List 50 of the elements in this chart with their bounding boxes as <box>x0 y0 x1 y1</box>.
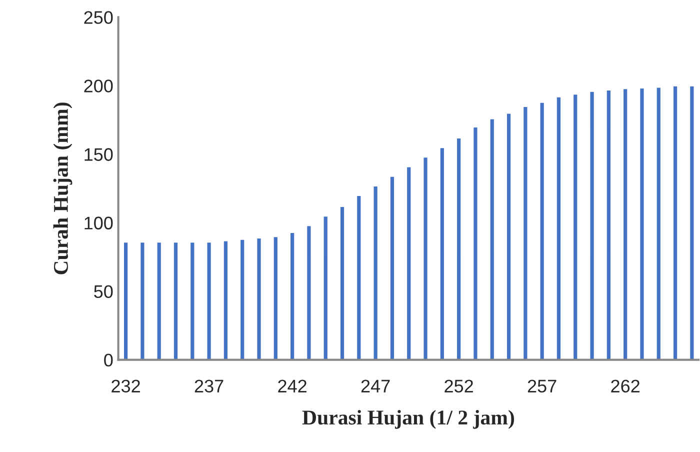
bar <box>556 96 562 360</box>
bar <box>688 85 696 360</box>
bar <box>572 93 579 360</box>
y-axis-title: Curah Hujan (mm) <box>53 102 72 274</box>
bar <box>156 241 162 360</box>
y-tick-label: 0 <box>104 354 113 367</box>
bar <box>506 112 512 360</box>
bar <box>538 101 546 360</box>
y-tick-label: 100 <box>84 216 113 230</box>
bar <box>622 88 629 360</box>
x-tick-label: 252 <box>444 380 473 392</box>
x-tick-label: 237 <box>194 380 224 392</box>
bar <box>522 106 529 360</box>
bar <box>406 166 412 360</box>
y-tick-label: 150 <box>84 148 113 161</box>
bar <box>339 206 346 360</box>
x-tick-label: 262 <box>611 380 640 392</box>
bar <box>356 194 362 360</box>
bar <box>122 241 129 360</box>
bar <box>206 241 212 360</box>
bar <box>239 238 246 360</box>
bar <box>139 241 146 360</box>
bar <box>488 118 496 360</box>
x-tick-label: 247 <box>361 380 390 392</box>
x-tick-label: 232 <box>112 380 140 392</box>
x-tick-label: 242 <box>278 380 306 392</box>
y-tick-label: 250 <box>84 11 113 24</box>
bar <box>322 215 329 360</box>
y-tick-label: 200 <box>84 80 113 92</box>
bar <box>456 137 462 360</box>
x-tick-label: 257 <box>528 380 556 392</box>
bar <box>588 90 596 360</box>
bar <box>605 89 612 360</box>
bar <box>422 156 429 360</box>
bar <box>638 87 646 360</box>
x-axis-title: Durasi Hujan (1/ 2 jam) <box>302 410 514 429</box>
y-tick-label: 50 <box>94 285 113 298</box>
bar <box>172 241 179 360</box>
bar <box>272 236 279 360</box>
bar <box>655 86 662 360</box>
bar <box>289 232 296 360</box>
bar <box>189 241 196 360</box>
bar <box>372 185 379 360</box>
bar <box>306 224 312 360</box>
bar <box>389 175 396 360</box>
bar <box>222 240 229 360</box>
bar <box>472 126 479 360</box>
bar <box>672 85 678 360</box>
bar <box>256 237 262 360</box>
bar <box>438 146 446 360</box>
